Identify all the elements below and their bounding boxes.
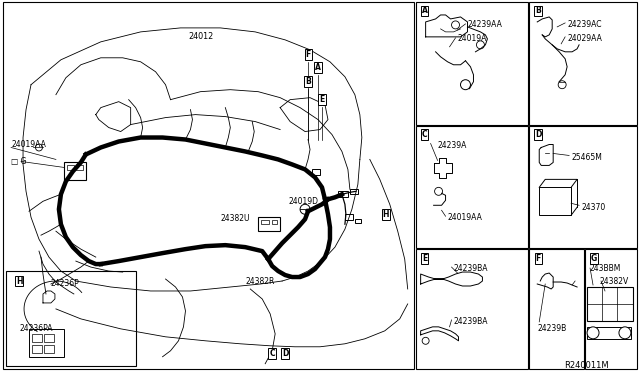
Text: 24019D: 24019D <box>288 197 318 206</box>
Text: 24029AA: 24029AA <box>567 34 602 43</box>
Text: 25465M: 25465M <box>571 154 602 163</box>
Text: 24012: 24012 <box>188 32 214 41</box>
Text: E: E <box>319 95 324 104</box>
Text: 24239B: 24239B <box>537 324 566 333</box>
Text: 24019A: 24019A <box>458 34 487 43</box>
Text: 24239BA: 24239BA <box>454 317 488 326</box>
Bar <box>258 217 280 231</box>
Bar <box>415 2 528 125</box>
Text: 24239A: 24239A <box>438 141 467 150</box>
Bar <box>64 163 86 180</box>
Text: 24239AA: 24239AA <box>467 20 502 29</box>
Circle shape <box>435 187 443 195</box>
Text: 243BBM: 243BBM <box>589 264 620 273</box>
Text: F: F <box>305 50 310 59</box>
Text: 24236P: 24236P <box>51 279 80 288</box>
Bar <box>3 2 413 369</box>
Text: D: D <box>535 130 541 139</box>
Text: R240011M: R240011M <box>564 361 609 370</box>
Circle shape <box>558 81 566 89</box>
Bar <box>529 126 637 248</box>
Text: H: H <box>383 210 389 219</box>
Circle shape <box>452 21 460 29</box>
Bar <box>338 191 348 197</box>
Bar <box>29 329 64 357</box>
Bar <box>585 249 637 369</box>
Bar <box>350 189 358 194</box>
Text: G: G <box>591 254 597 263</box>
Text: D: D <box>282 349 288 358</box>
Circle shape <box>619 327 631 339</box>
Text: B: B <box>305 77 311 86</box>
Bar <box>32 334 42 342</box>
Text: 24382V: 24382V <box>599 277 628 286</box>
Text: 24239AC: 24239AC <box>567 20 602 29</box>
Text: 24236PA: 24236PA <box>19 324 52 333</box>
Bar <box>312 169 320 175</box>
Bar <box>6 271 136 366</box>
Text: H: H <box>16 276 22 286</box>
Bar <box>415 249 528 369</box>
Text: A: A <box>315 63 321 72</box>
Text: □ G: □ G <box>11 157 27 166</box>
Bar <box>67 166 74 170</box>
Bar <box>355 219 361 223</box>
Text: C: C <box>269 349 275 358</box>
Bar <box>44 334 54 342</box>
Circle shape <box>35 144 42 151</box>
Text: 24019AA: 24019AA <box>11 140 46 148</box>
Bar <box>44 345 54 353</box>
Bar <box>415 126 528 248</box>
Bar <box>32 345 42 353</box>
Bar <box>540 187 571 215</box>
Circle shape <box>461 80 470 90</box>
Text: F: F <box>536 254 541 263</box>
Text: B: B <box>535 6 541 16</box>
Circle shape <box>587 327 599 339</box>
Text: 24382U: 24382U <box>220 214 250 223</box>
Text: A: A <box>422 6 428 16</box>
Bar <box>76 166 83 170</box>
Bar <box>345 214 353 220</box>
Bar <box>587 287 633 321</box>
Circle shape <box>476 41 484 49</box>
Text: 24239BA: 24239BA <box>454 264 488 273</box>
Bar <box>529 2 637 125</box>
Text: E: E <box>422 254 428 263</box>
Bar <box>261 220 269 224</box>
Text: 24382R: 24382R <box>245 277 275 286</box>
Bar <box>587 327 631 339</box>
Bar <box>272 220 277 224</box>
Circle shape <box>422 337 429 344</box>
Text: 24019AA: 24019AA <box>447 213 483 222</box>
Circle shape <box>300 204 310 214</box>
Text: 24370: 24370 <box>581 203 605 212</box>
Bar <box>529 249 584 369</box>
Text: C: C <box>422 130 428 139</box>
